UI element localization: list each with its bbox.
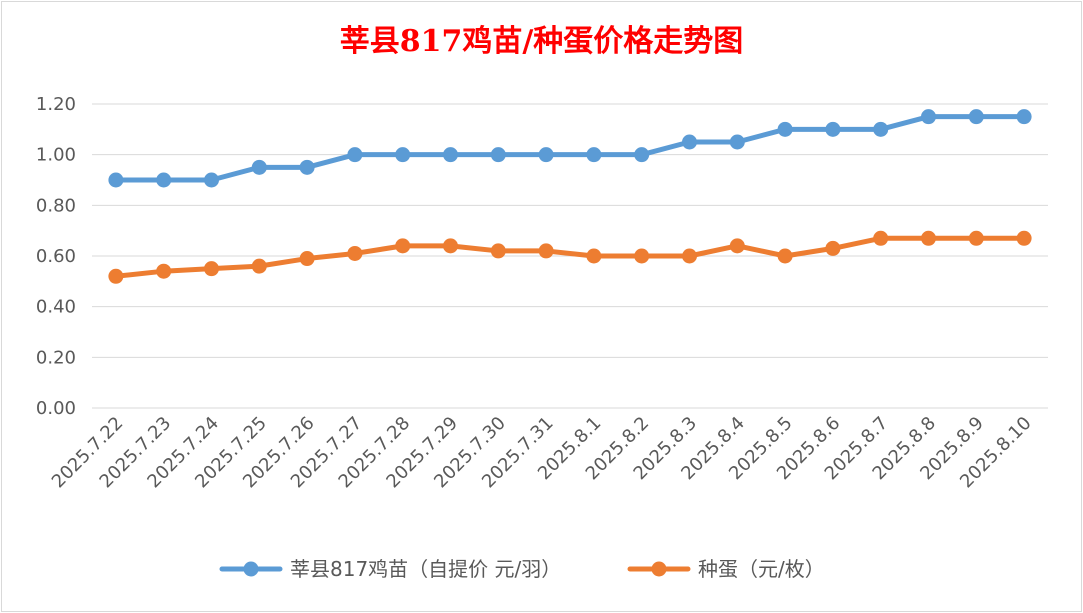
data-point (777, 248, 793, 264)
data-point (299, 251, 315, 267)
data-point (682, 134, 697, 150)
series-line-2 (113, 235, 1027, 279)
data-point (729, 134, 745, 150)
data-point (634, 248, 650, 264)
y-tick-label: 0.40 (36, 297, 76, 318)
data-point (586, 147, 602, 163)
data-point (251, 159, 267, 175)
data-point (825, 240, 841, 256)
data-point (682, 248, 697, 264)
data-point (251, 258, 267, 274)
y-tick-label: 1.20 (36, 94, 76, 115)
data-point (777, 121, 793, 137)
legend-marker-2 (651, 561, 667, 577)
data-point (347, 245, 363, 261)
y-tick-label: 1.00 (36, 145, 76, 166)
data-point (729, 238, 745, 254)
data-point (921, 109, 936, 125)
data-point (490, 147, 506, 163)
chart-title: 莘县817鸡苗/种蛋价格走势图 (339, 24, 744, 59)
data-point (204, 261, 219, 277)
y-tick-label: 0.60 (36, 246, 76, 267)
data-point (968, 109, 984, 125)
data-point (873, 121, 889, 137)
legend-label-1: 莘县817鸡苗（自提价 元/羽） (290, 557, 561, 581)
legend-label-2: 种蛋（元/枚） (698, 557, 825, 581)
data-point (156, 263, 172, 279)
data-point (921, 230, 936, 246)
data-point (634, 147, 650, 163)
data-point (395, 147, 411, 163)
data-point (873, 230, 889, 246)
data-point (108, 172, 124, 188)
y-tick-label: 0.80 (36, 195, 76, 216)
data-point (108, 268, 124, 284)
data-point (1016, 230, 1032, 246)
data-point (299, 159, 315, 175)
data-point (490, 243, 506, 259)
y-tick-label: 0.00 (36, 398, 76, 419)
data-point (156, 172, 172, 188)
series-line-1 (113, 114, 1027, 183)
data-point (586, 248, 602, 264)
data-point (443, 238, 458, 254)
data-point (538, 147, 554, 163)
data-point (395, 238, 411, 254)
data-point (1016, 109, 1032, 125)
data-point (347, 147, 363, 163)
data-point (968, 230, 984, 246)
data-point (443, 147, 458, 163)
data-point (204, 172, 219, 188)
data-point (825, 121, 841, 137)
y-tick-label: 0.20 (36, 347, 76, 368)
legend-marker-1 (243, 561, 259, 577)
data-point (538, 243, 554, 259)
